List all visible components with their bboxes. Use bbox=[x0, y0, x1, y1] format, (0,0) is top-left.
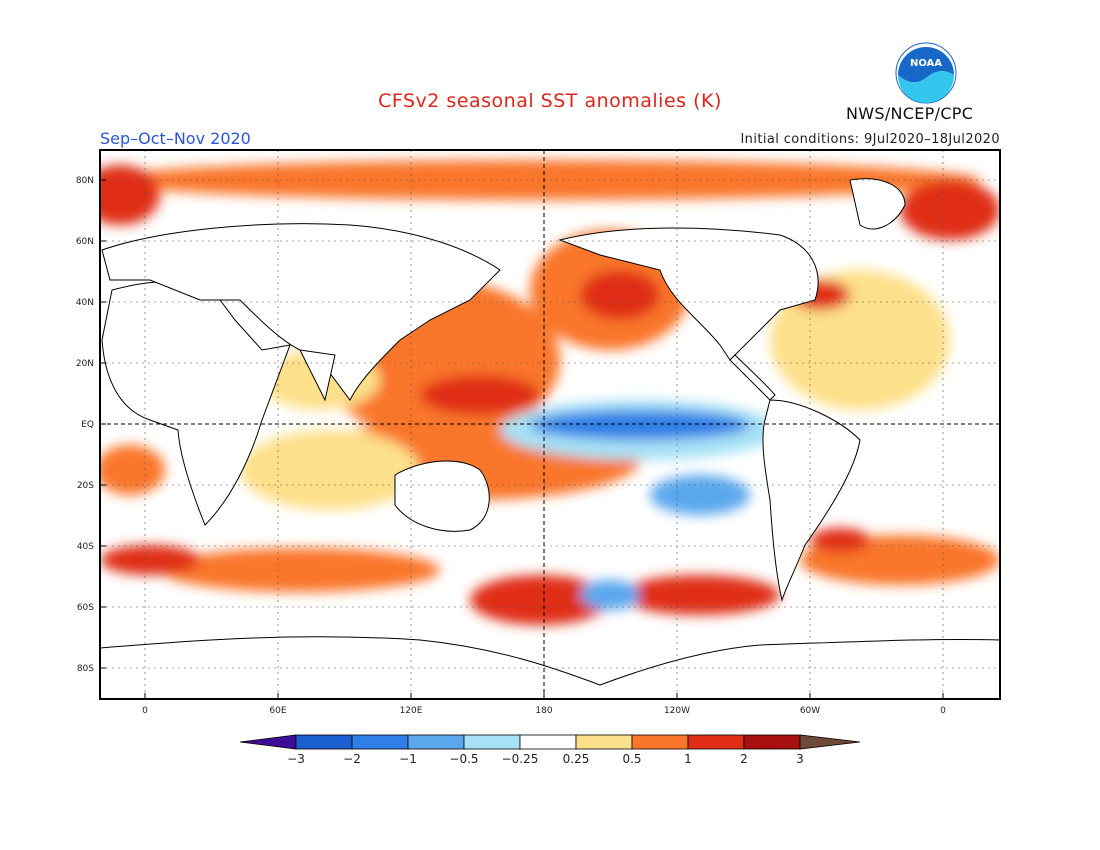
latitude-label: 80S bbox=[77, 664, 94, 674]
latitude-label: EQ bbox=[81, 420, 94, 430]
agency-label: NWS/NCEP/CPC bbox=[846, 104, 974, 123]
latitude-label: 60S bbox=[77, 603, 94, 613]
colorbar-segment bbox=[799, 734, 861, 750]
noaa-logo-icon: NOAA bbox=[895, 42, 957, 104]
latitude-label: 60N bbox=[76, 237, 94, 247]
longitude-label: 180 bbox=[535, 706, 552, 716]
colorbar: −3 −2 −1 −0.5 −0.25 0.25 0.5 1 2 3 bbox=[239, 734, 861, 766]
colorbar-tick-label: −2 bbox=[343, 752, 361, 766]
map-title: CFSv2 seasonal SST anomalies (K) bbox=[378, 90, 722, 112]
latitude-label: 20S bbox=[77, 481, 94, 491]
longitude-axis: 0 60E 120E 180 120W 60W 0 bbox=[142, 693, 946, 716]
latitude-label: 80N bbox=[76, 176, 94, 186]
colorbar-tick-label: −0.5 bbox=[449, 752, 478, 766]
colorbar-tick-label: −0.25 bbox=[502, 752, 539, 766]
anomaly-field bbox=[100, 150, 1000, 699]
latitude-axis: 80N 60N 40N 20N EQ 20S 40S 60S 80S bbox=[76, 176, 106, 674]
longitude-label: 120W bbox=[664, 706, 690, 716]
latitude-label: 20N bbox=[76, 359, 94, 369]
colorbar-segment bbox=[687, 734, 745, 750]
greenland bbox=[849, 178, 906, 230]
colorbar-segment bbox=[519, 734, 577, 750]
eurasia bbox=[101, 223, 501, 401]
colorbar-tick-label: 1 bbox=[684, 752, 692, 766]
land-masses bbox=[100, 178, 1000, 699]
longitude-label: 0 bbox=[142, 706, 148, 716]
logo-text: NOAA bbox=[910, 58, 942, 69]
north-america bbox=[558, 227, 819, 361]
colorbar-tick-label: 0.25 bbox=[563, 752, 590, 766]
colorbar-segment bbox=[351, 734, 409, 750]
australia bbox=[394, 460, 490, 532]
colorbar-segment bbox=[743, 734, 801, 750]
forecast-period: Sep–Oct–Nov 2020 bbox=[100, 129, 251, 148]
india bbox=[299, 349, 336, 402]
longitude-label: 120E bbox=[400, 706, 423, 716]
grid-lines bbox=[100, 150, 1000, 699]
colorbar-segment bbox=[295, 734, 353, 750]
longitude-label: 60E bbox=[269, 706, 286, 716]
latitude-label: 40N bbox=[76, 298, 94, 308]
colorbar-tick-label: 3 bbox=[796, 752, 804, 766]
colorbar-segment bbox=[239, 734, 297, 750]
colorbar-segment bbox=[631, 734, 689, 750]
latitude-label: 40S bbox=[77, 542, 94, 552]
colorbar-tick-label: −1 bbox=[399, 752, 417, 766]
colorbar-tick-label: 2 bbox=[740, 752, 748, 766]
longitude-label: 0 bbox=[940, 706, 946, 716]
colorbar-segment bbox=[407, 734, 465, 750]
initial-conditions: Initial conditions: 9Jul2020–18Jul2020 bbox=[740, 132, 1000, 147]
colorbar-tick-label: −3 bbox=[287, 752, 305, 766]
longitude-label: 60W bbox=[800, 706, 820, 716]
colorbar-segment bbox=[575, 734, 633, 750]
colorbar-segment bbox=[463, 734, 521, 750]
colorbar-tick-label: 0.5 bbox=[622, 752, 641, 766]
